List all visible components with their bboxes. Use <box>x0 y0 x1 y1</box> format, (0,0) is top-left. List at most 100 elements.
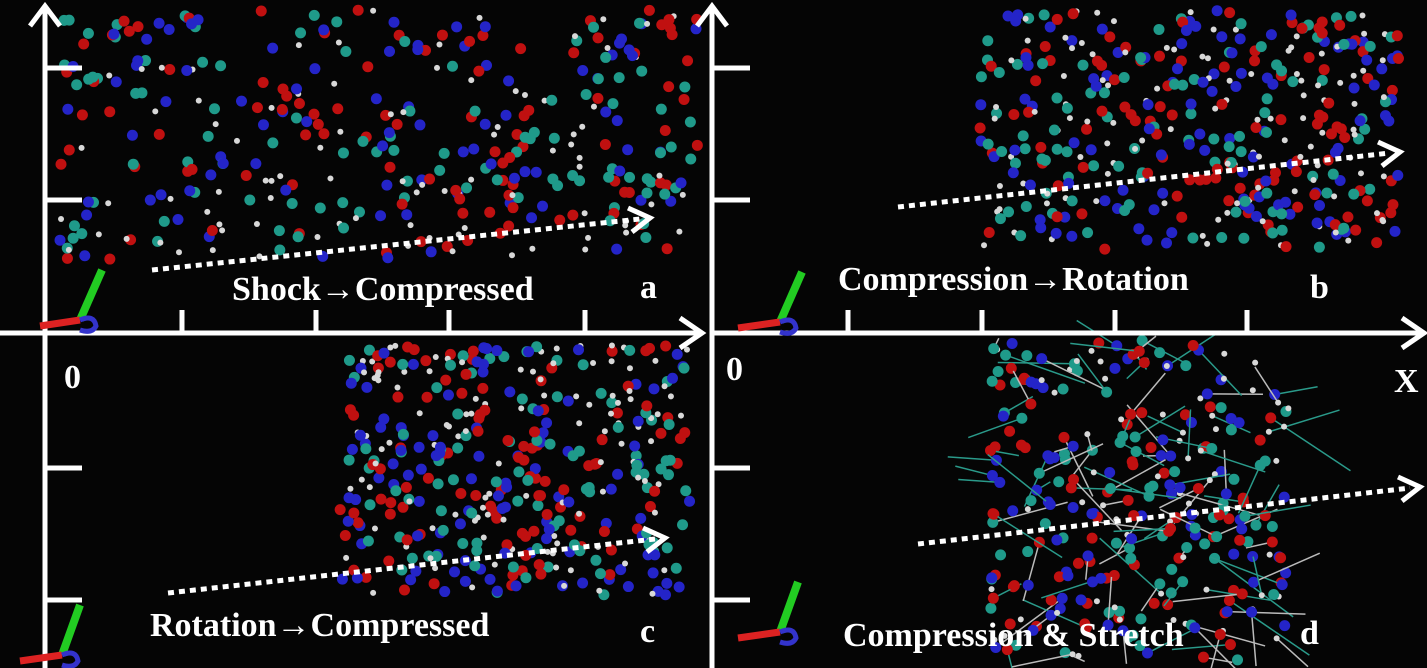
atom <box>1051 92 1063 104</box>
atom <box>484 511 491 518</box>
atom <box>1043 200 1050 207</box>
atom <box>994 476 1006 488</box>
atom <box>413 189 420 196</box>
atom <box>571 33 578 40</box>
atom <box>277 173 284 180</box>
atom <box>503 75 515 87</box>
atom <box>1134 640 1146 652</box>
bond <box>1119 441 1165 467</box>
atom <box>1380 173 1387 180</box>
atom <box>1197 76 1209 88</box>
atom <box>682 55 694 67</box>
atom <box>1374 210 1381 217</box>
atom <box>1176 211 1188 223</box>
atom <box>392 342 399 349</box>
atom <box>347 485 354 492</box>
atom <box>473 65 485 77</box>
atom <box>485 158 497 170</box>
atom <box>461 225 468 232</box>
atom <box>489 146 501 158</box>
atom <box>662 469 674 481</box>
atom <box>104 253 116 265</box>
atom <box>452 442 464 454</box>
atom <box>1129 431 1141 443</box>
atom <box>562 395 574 407</box>
atom <box>1180 360 1192 372</box>
atom <box>1276 224 1288 236</box>
atom <box>424 173 436 185</box>
atom <box>1194 128 1206 140</box>
atom <box>1006 337 1018 349</box>
bond <box>1072 478 1123 532</box>
atom <box>1169 466 1181 478</box>
atom <box>484 573 496 585</box>
atom <box>596 434 608 446</box>
atom <box>1154 101 1166 113</box>
bond <box>1211 415 1251 434</box>
atom <box>1206 442 1218 454</box>
atom <box>466 507 478 519</box>
atom <box>1221 350 1228 357</box>
atom <box>624 344 636 356</box>
atom <box>499 501 511 513</box>
atom <box>452 408 464 420</box>
atom <box>1158 590 1165 597</box>
atom <box>68 220 80 232</box>
atom <box>529 426 541 438</box>
atom <box>1189 522 1201 534</box>
atom <box>377 140 389 152</box>
atom <box>1024 179 1036 191</box>
atom <box>1096 23 1108 35</box>
bond <box>1194 627 1236 668</box>
atom <box>1348 188 1360 200</box>
atom <box>585 234 592 241</box>
atom <box>1183 138 1195 150</box>
atom <box>436 29 448 41</box>
caption: Rotation→Compressed <box>150 607 489 644</box>
atom <box>1261 72 1273 84</box>
atom <box>394 384 401 391</box>
atom <box>655 463 667 475</box>
atom <box>1019 442 1031 454</box>
atom <box>600 51 612 63</box>
atom <box>676 228 683 235</box>
atom <box>1141 234 1153 246</box>
caption: Compression→Rotation <box>838 261 1189 298</box>
atom <box>402 341 414 353</box>
atom <box>430 450 442 462</box>
atom <box>1275 399 1282 406</box>
atom <box>648 383 660 395</box>
atom <box>419 181 426 188</box>
atom <box>982 35 994 47</box>
atom <box>1060 73 1067 80</box>
atom <box>623 229 630 236</box>
atom <box>523 492 530 499</box>
atom <box>406 552 418 564</box>
atom <box>1054 609 1061 616</box>
atom <box>1197 395 1204 402</box>
atom <box>671 348 683 360</box>
bond <box>1255 484 1280 526</box>
atom <box>480 534 487 541</box>
atom <box>1225 424 1237 436</box>
atom <box>1164 479 1176 491</box>
atom <box>651 509 658 516</box>
atom <box>1185 98 1197 110</box>
atom <box>1255 184 1262 191</box>
atom <box>410 565 422 577</box>
atom <box>533 490 545 502</box>
atom <box>401 534 413 546</box>
atom <box>515 43 527 55</box>
atom <box>595 387 607 399</box>
atom <box>1154 50 1166 62</box>
atom <box>485 500 497 512</box>
atom <box>126 129 138 141</box>
atom <box>614 37 626 49</box>
atom <box>1100 502 1107 509</box>
atom <box>661 567 668 574</box>
atom <box>573 393 580 400</box>
atom <box>684 116 696 128</box>
atom <box>1066 195 1078 207</box>
atom <box>600 106 612 118</box>
axis-icons <box>19 268 806 668</box>
